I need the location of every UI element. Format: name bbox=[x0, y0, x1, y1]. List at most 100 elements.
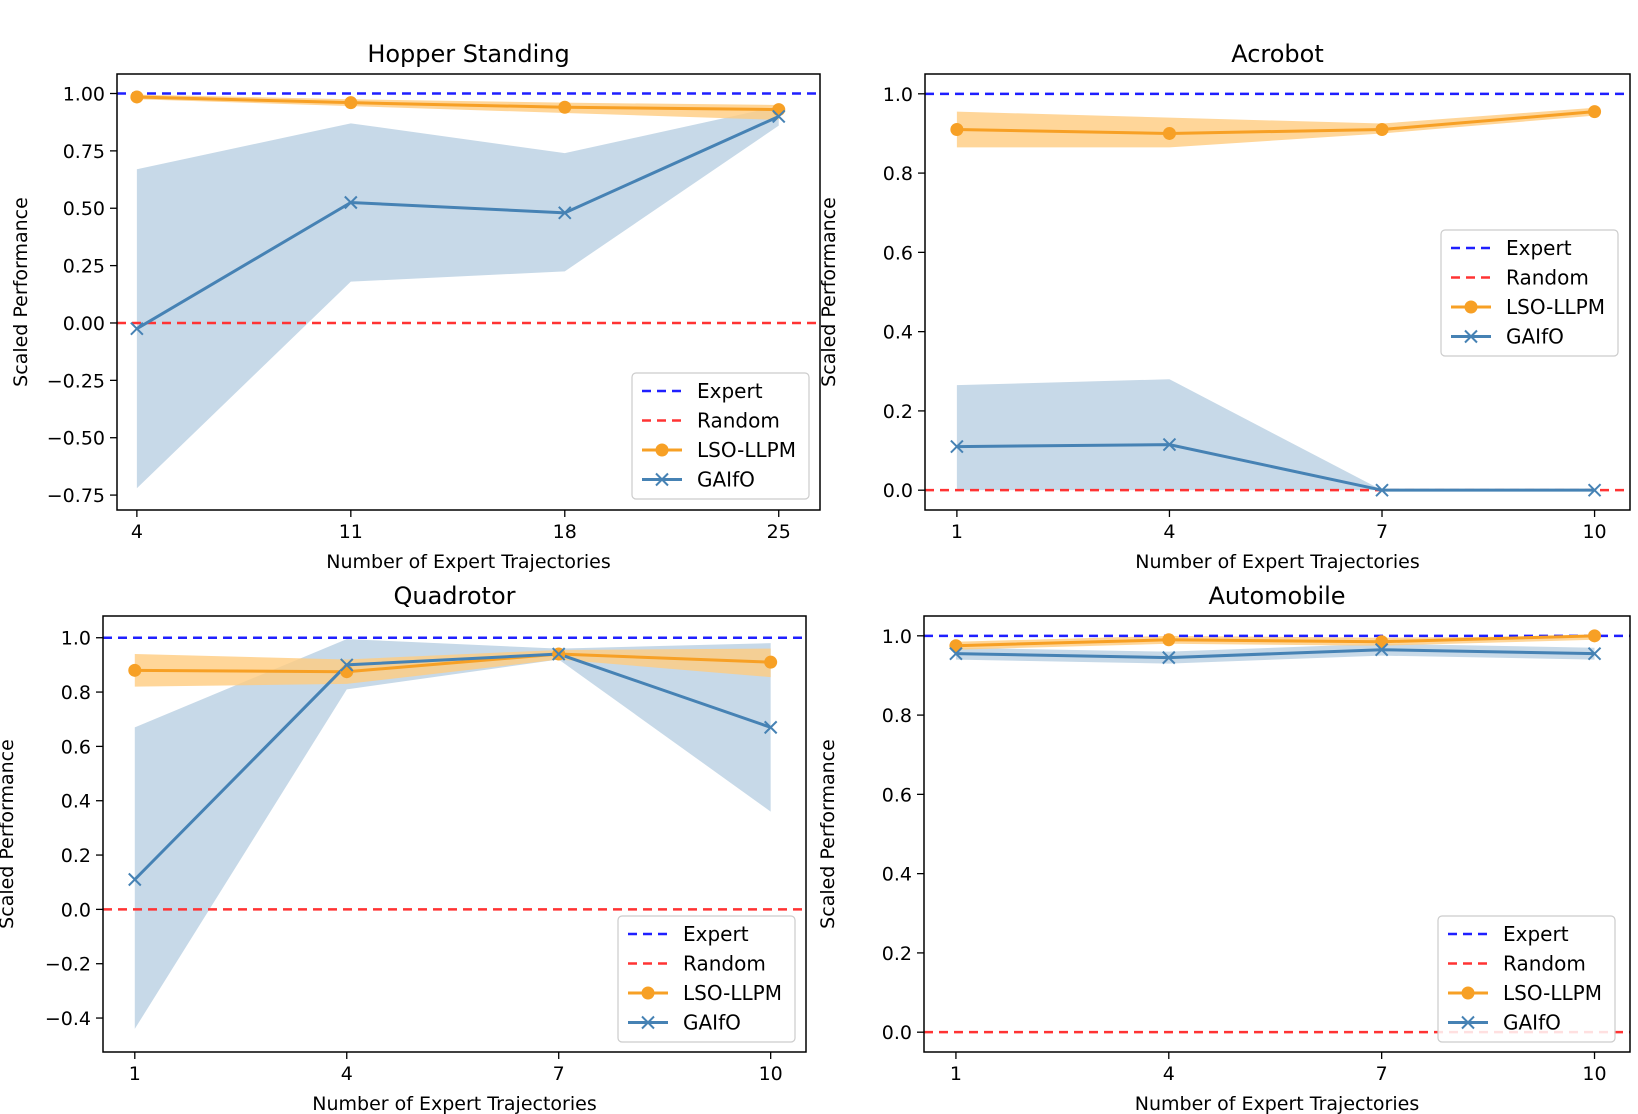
y-tick-label: 0.0 bbox=[882, 1022, 912, 1044]
y-tick-label: 1.0 bbox=[883, 84, 913, 106]
gaifo-line bbox=[956, 443, 1595, 492]
lso-llpm-line bbox=[956, 110, 1595, 135]
legend-box bbox=[617, 915, 796, 1043]
legend-label: GAIfO bbox=[1503, 1011, 1561, 1035]
x-axis-label: Number of Expert Trajectories bbox=[326, 551, 610, 573]
gaifo-confidence-band bbox=[956, 379, 1595, 491]
gaifo-point bbox=[1162, 650, 1176, 665]
y-axis-label: Scaled Performance bbox=[10, 197, 32, 387]
lso-llpm-point bbox=[344, 96, 358, 110]
plot-area bbox=[925, 92, 1630, 497]
gaifo-point bbox=[772, 109, 786, 124]
y-axis-label: Scaled Performance bbox=[818, 197, 840, 387]
legend-label: LSO-LLPM bbox=[697, 438, 796, 462]
legend-label: LSO-LLPM bbox=[1506, 295, 1605, 319]
y-tick-label: 0.4 bbox=[883, 322, 913, 344]
subplot-quadrotor: 1 4 7 10 −0.4 −0.2 0.0 0.2 0.4 0.6 0.8 1.0 Quadrotor… bbox=[0, 582, 807, 1114]
gaifo-confidence-band bbox=[136, 106, 779, 489]
axes-frame bbox=[102, 615, 807, 1053]
x-tick-label: 7 bbox=[553, 1063, 565, 1085]
gaifo-point bbox=[1587, 483, 1602, 497]
legend-gaifo-marker bbox=[641, 1015, 655, 1030]
chart-title: Quadrotor bbox=[393, 582, 515, 610]
lso-llpm-line bbox=[134, 652, 771, 674]
y-tick-label: 0.25 bbox=[63, 256, 105, 278]
y-tick-label: 0.4 bbox=[882, 864, 912, 886]
x-tick-label: 7 bbox=[1376, 521, 1388, 543]
x-tick-label: 11 bbox=[339, 521, 363, 543]
gaifo-point bbox=[558, 206, 572, 220]
legend-lso-llpm-marker bbox=[641, 986, 655, 1000]
gaifo-point bbox=[128, 872, 142, 887]
legend-lso-llpm-marker bbox=[1461, 986, 1475, 1000]
y-tick-label: 0.0 bbox=[883, 480, 913, 502]
lso-llpm-point bbox=[1375, 635, 1389, 649]
plot-area bbox=[103, 636, 806, 1029]
lso-llpm-point bbox=[558, 100, 572, 114]
legend-label: GAIfO bbox=[1506, 325, 1564, 349]
gaifo-point bbox=[552, 647, 566, 661]
legend-label: Random bbox=[683, 952, 766, 976]
gaifo-point bbox=[344, 195, 358, 210]
axes-frame bbox=[923, 615, 1631, 1053]
y-tick-label: −0.4 bbox=[45, 1008, 91, 1030]
legend-label: GAIfO bbox=[683, 1011, 741, 1035]
gaifo-point bbox=[340, 658, 354, 672]
gaifo-point bbox=[949, 646, 963, 661]
x-tick-label: 10 bbox=[1582, 521, 1606, 543]
gaifo-confidence-band bbox=[134, 639, 771, 1029]
lso-llpm-point bbox=[1162, 633, 1176, 647]
x-tick-label: 1 bbox=[950, 1063, 962, 1085]
x-axis-label: Number of Expert Trajectories bbox=[312, 1093, 596, 1114]
gaifo-point bbox=[130, 322, 144, 336]
y-tick-label: 0.6 bbox=[883, 242, 913, 264]
legend-label: Random bbox=[697, 409, 780, 433]
x-axis-label: Number of Expert Trajectories bbox=[1135, 1093, 1419, 1114]
y-axis-label: Scaled Performance bbox=[817, 739, 839, 929]
y-tick-label: −0.50 bbox=[47, 428, 105, 450]
y-tick-label: 0.50 bbox=[63, 198, 105, 220]
gaifo-point bbox=[1587, 646, 1602, 661]
legend-box bbox=[1437, 915, 1616, 1043]
lso-llpm-point bbox=[772, 103, 786, 117]
lso-llpm-point bbox=[1588, 105, 1602, 119]
legend-label: LSO-LLPM bbox=[683, 981, 782, 1005]
gaifo-point bbox=[1374, 642, 1389, 657]
lso-llpm-point bbox=[340, 665, 354, 679]
legend-lso-llpm-marker bbox=[1464, 300, 1478, 314]
x-tick-label: 4 bbox=[341, 1063, 353, 1085]
x-tick-label: 10 bbox=[759, 1063, 783, 1085]
lso-llpm-line bbox=[955, 634, 1595, 648]
y-tick-label: 0.00 bbox=[63, 313, 105, 335]
y-tick-label: 1.00 bbox=[63, 84, 105, 106]
lso-llpm-point bbox=[764, 655, 778, 669]
y-tick-label: 0.6 bbox=[882, 784, 912, 806]
legend: Expert Random LSO-LLPM GAIfO bbox=[1440, 229, 1619, 357]
y-tick-label: 0.6 bbox=[61, 736, 91, 758]
x-tick-label: 4 bbox=[131, 521, 143, 543]
axes-frame bbox=[116, 73, 821, 511]
legend: Expert Random LSO-LLPM GAIfO bbox=[1437, 915, 1616, 1043]
legend-gaifo-marker bbox=[655, 472, 669, 487]
legend-label: GAIfO bbox=[697, 468, 755, 492]
y-tick-label: 0.2 bbox=[882, 943, 912, 965]
legend-box bbox=[1440, 229, 1619, 357]
legend-gaifo-marker bbox=[1464, 329, 1478, 344]
x-tick-label: 4 bbox=[1163, 521, 1175, 543]
legend-lso-llpm-marker bbox=[655, 443, 669, 457]
gaifo-point bbox=[1375, 483, 1389, 497]
y-tick-label: 0.8 bbox=[883, 163, 913, 185]
plot-area bbox=[117, 90, 820, 489]
legend-label: Random bbox=[1503, 952, 1586, 976]
x-tick-label: 7 bbox=[1376, 1063, 1388, 1085]
subplot-acrobot: 1 4 7 10 0.0 0.2 0.4 0.6 0.8 1.0 Acrobot Number of … bbox=[818, 40, 1631, 573]
legend: Expert Random LSO-LLPM GAIfO bbox=[617, 915, 796, 1043]
plot-area bbox=[924, 629, 1630, 1034]
lso-llpm-line bbox=[136, 95, 779, 112]
legend-label: Expert bbox=[683, 922, 749, 946]
x-axis-label: Number of Expert Trajectories bbox=[1135, 551, 1419, 573]
chart-title: Automobile bbox=[1208, 582, 1345, 610]
y-tick-label: 1.0 bbox=[882, 626, 912, 648]
lso-llpm-point bbox=[128, 663, 142, 677]
